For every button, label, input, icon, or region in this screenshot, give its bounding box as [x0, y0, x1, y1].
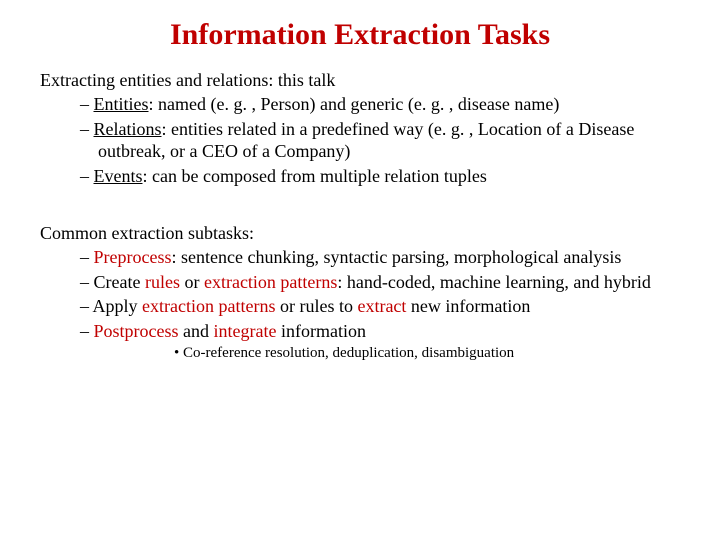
- list-item: Relations: entities related in a predefi…: [40, 118, 680, 163]
- section2-list: Preprocess: sentence chunking, syntactic…: [40, 246, 680, 363]
- list-item: Events: can be composed from multiple re…: [40, 165, 680, 188]
- item-label: Events: [94, 166, 143, 186]
- item-rest: : hand-coded, machine learning, and hybr…: [337, 272, 650, 292]
- item-mid: or rules to: [275, 296, 357, 316]
- item-label: Entities: [94, 94, 149, 114]
- item-pre: Apply: [93, 296, 143, 316]
- item-pre: Create: [94, 272, 145, 292]
- list-item: Postprocess and integrate information Co…: [40, 320, 680, 363]
- section2-sublist: Co-reference resolution, deduplication, …: [98, 344, 680, 363]
- item-label: Relations: [94, 119, 162, 139]
- highlight-word: extraction patterns: [142, 296, 275, 316]
- item-rest: new information: [406, 296, 530, 316]
- highlight-word: integrate: [214, 321, 277, 341]
- highlight-word: extract: [357, 296, 406, 316]
- highlight-word: Preprocess: [94, 247, 172, 267]
- section-gap: [40, 189, 680, 215]
- list-item: Entities: named (e. g. , Person) and gen…: [40, 93, 680, 116]
- item-rest: : can be composed from multiple relation…: [143, 166, 487, 186]
- item-rest: : entities related in a predefined way (…: [98, 119, 634, 162]
- list-item: Create rules or extraction patterns: han…: [40, 271, 680, 294]
- item-rest: : sentence chunking, syntactic parsing, …: [171, 247, 621, 267]
- highlight-word: extraction patterns: [204, 272, 337, 292]
- section2-lead: Common extraction subtasks:: [40, 223, 680, 244]
- item-mid: or: [180, 272, 204, 292]
- highlight-word: Postprocess: [94, 321, 179, 341]
- slide-container: Information Extraction Tasks Extracting …: [0, 0, 720, 385]
- item-mid: and: [179, 321, 214, 341]
- item-rest: information: [276, 321, 365, 341]
- list-item: Preprocess: sentence chunking, syntactic…: [40, 246, 680, 269]
- list-item: Apply extraction patterns or rules to ex…: [40, 295, 680, 318]
- section1-list: Entities: named (e. g. , Person) and gen…: [40, 93, 680, 187]
- sub-list-item: Co-reference resolution, deduplication, …: [98, 344, 680, 363]
- section1-lead: Extracting entities and relations: this …: [40, 70, 680, 91]
- highlight-word: rules: [145, 272, 180, 292]
- slide-title: Information Extraction Tasks: [40, 18, 680, 52]
- item-rest: : named (e. g. , Person) and generic (e.…: [149, 94, 560, 114]
